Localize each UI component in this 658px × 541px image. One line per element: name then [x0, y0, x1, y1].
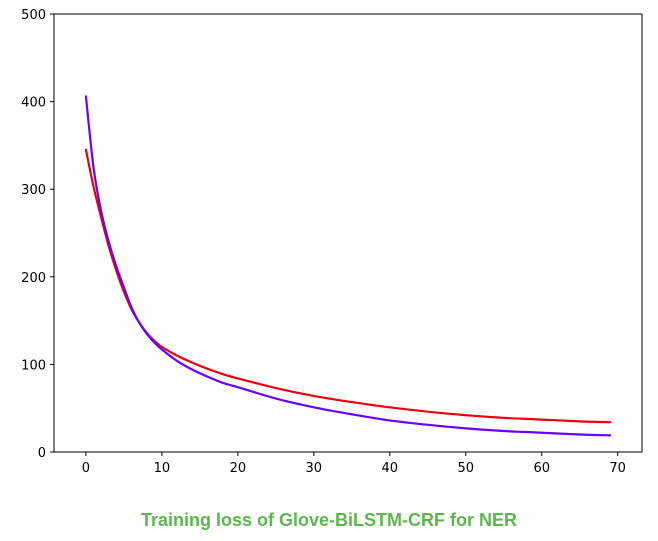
x-tick-label: 60: [533, 461, 550, 476]
loss-chart: 0 10 20 30 40 50 60 70 0 100 200 300 400 500: [21, 8, 643, 476]
y-tick-label: 100: [21, 358, 46, 373]
y-tick-label: 200: [21, 271, 46, 286]
x-tick-label: 30: [306, 461, 323, 476]
x-tick-label: 20: [230, 461, 247, 476]
chart-caption: Training loss of Glove-BiLSTM-CRF for NE…: [140, 510, 517, 530]
loss-series-line-2: [84, 95, 612, 437]
y-tick-label: 300: [21, 183, 46, 198]
plot-frame: [53, 13, 643, 453]
y-tick-label: 500: [21, 8, 46, 23]
x-tick-label: 70: [609, 461, 626, 476]
series-layer: [84, 95, 612, 437]
x-tick-label: 50: [457, 461, 474, 476]
y-tick-label: 400: [21, 96, 46, 111]
x-tick-label: 0: [82, 461, 90, 476]
loss-series-line-1: [84, 148, 612, 424]
y-tick-label: 0: [38, 446, 46, 461]
tick-layer: 0 10 20 30 40 50 60 70 0 100 200 300 400 500: [21, 8, 626, 476]
x-tick-label: 10: [154, 461, 171, 476]
x-tick-label: 40: [382, 461, 399, 476]
